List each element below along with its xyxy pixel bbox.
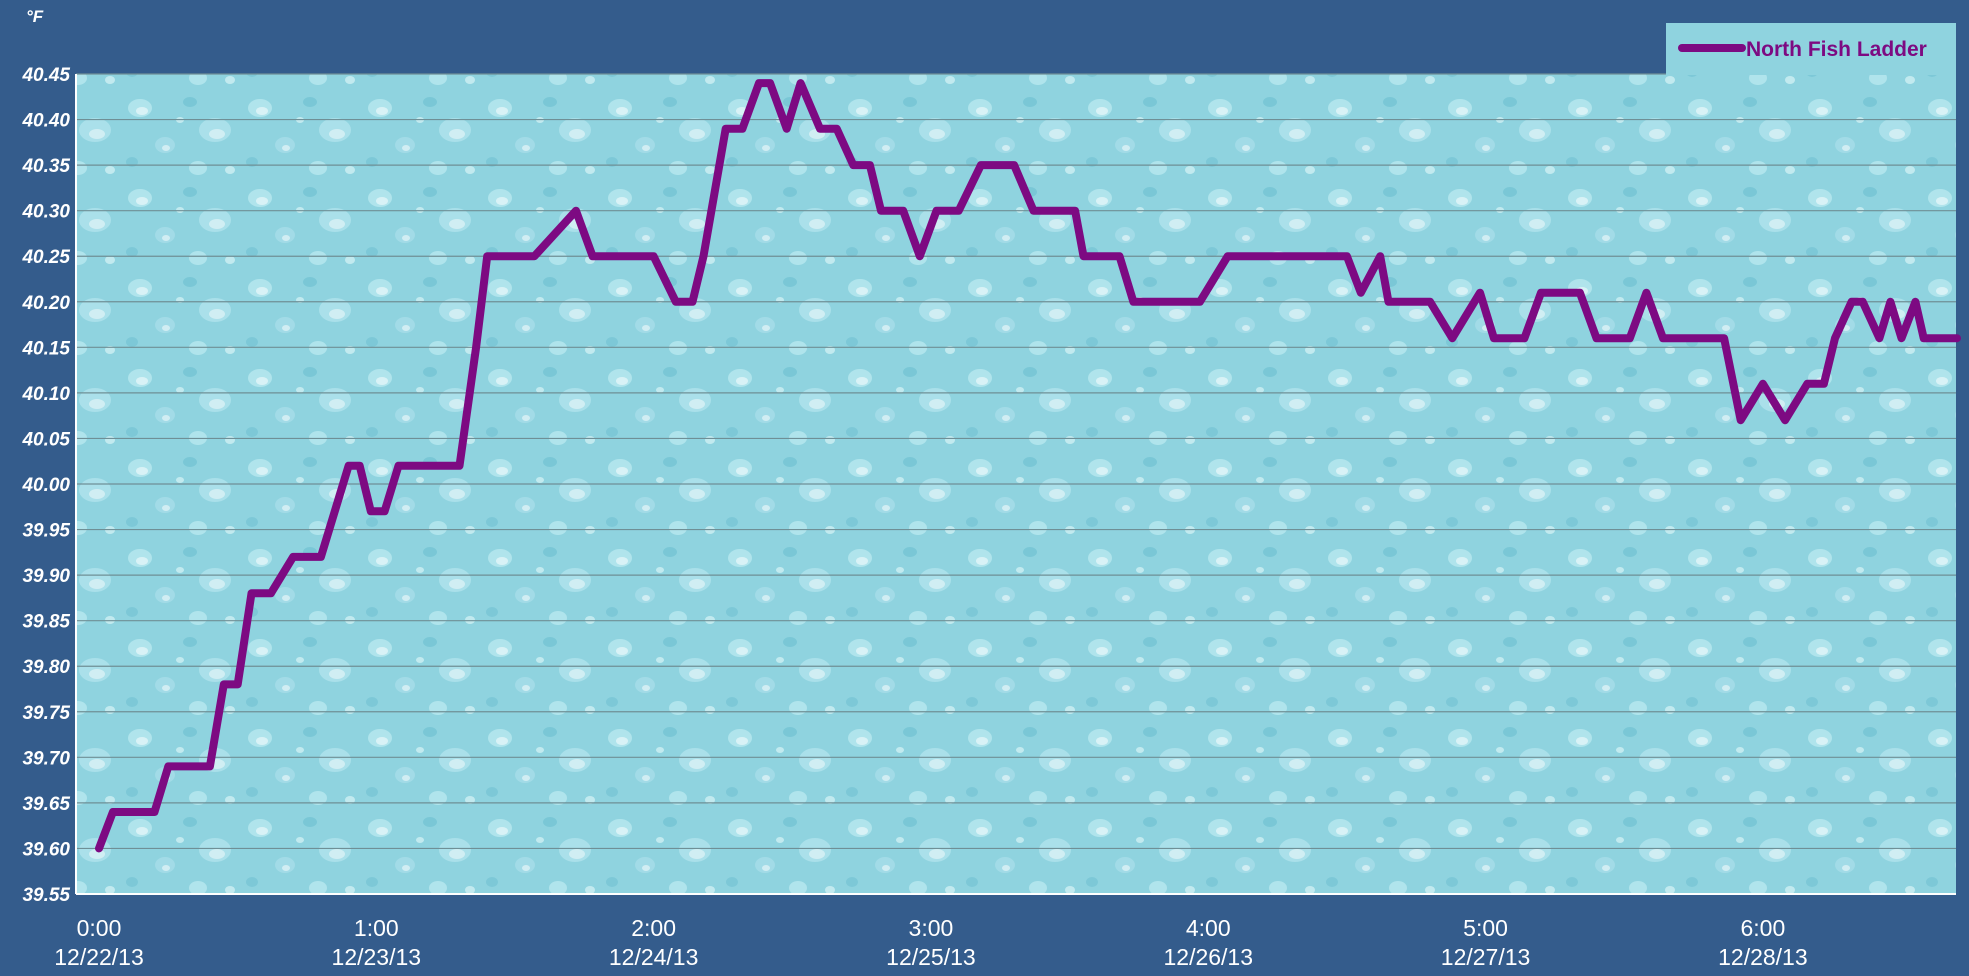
y-tick-label: 39.95: [22, 521, 70, 542]
legend: North Fish Ladder: [1666, 23, 1956, 75]
y-tick-label: 39.90: [22, 566, 70, 587]
x-tick-time: 1:00: [354, 915, 399, 941]
x-tick-time: 3:00: [909, 915, 954, 941]
x-tick-date: 12/27/13: [1441, 944, 1531, 970]
x-tick-date: 12/22/13: [54, 944, 144, 970]
x-tick-time: 0:00: [77, 915, 122, 941]
y-tick-label: 39.80: [22, 657, 70, 678]
y-tick-label: 40.30: [21, 202, 70, 223]
x-tick-date: 12/28/13: [1718, 944, 1808, 970]
y-tick-label: 40.45: [21, 65, 70, 86]
y-tick-label: 40.10: [21, 384, 70, 405]
y-tick-label: 40.00: [21, 475, 70, 496]
x-tick-date: 12/24/13: [609, 944, 699, 970]
series-line-north-fish-ladder: [95, 79, 1961, 853]
y-axis-unit: °F: [26, 7, 44, 26]
x-tick-time: 4:00: [1186, 915, 1231, 941]
y-tick-label: 39.55: [22, 885, 70, 906]
y-tick-label: 40.35: [21, 156, 70, 177]
y-tick-label: 39.75: [22, 703, 70, 724]
y-tick-label: 40.15: [21, 338, 70, 359]
y-tick-label: 39.70: [22, 748, 70, 769]
y-tick-label: 40.25: [21, 247, 70, 268]
x-tick-date: 12/25/13: [886, 944, 976, 970]
y-tick-label: 40.05: [21, 429, 70, 450]
x-tick-time: 5:00: [1463, 915, 1508, 941]
legend-label: North Fish Ladder: [1746, 38, 1927, 61]
series-lines: [95, 79, 1961, 853]
y-tick-label: 40.20: [21, 293, 70, 314]
y-tick-label: 40.40: [21, 111, 70, 132]
x-tick-time: 2:00: [631, 915, 676, 941]
x-tick-time: 6:00: [1740, 915, 1785, 941]
gridlines: [75, 73, 1956, 895]
y-axis: 39.55 39.60 39.65 39.70 39.75 39.80 39.85 39.90…: [21, 65, 70, 906]
y-tick-label: 39.85: [22, 612, 70, 633]
x-tick-date: 12/23/13: [332, 944, 422, 970]
x-tick-date: 12/26/13: [1163, 944, 1253, 970]
y-tick-label: 39.60: [22, 839, 70, 860]
y-tick-label: 39.65: [22, 794, 70, 815]
x-axis: 0:00 12/22/13 1:00 12/23/13 2:00 12/24/13 3:00…: [54, 915, 1807, 970]
